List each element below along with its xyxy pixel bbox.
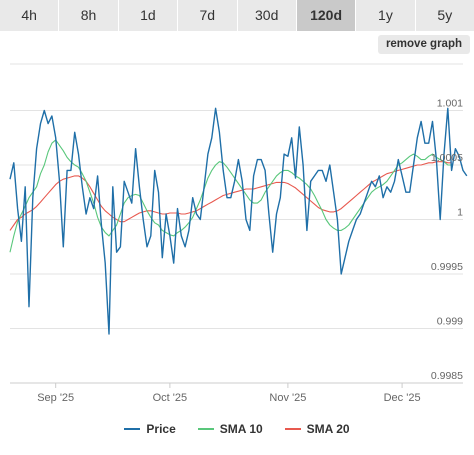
x-tick-label: Sep '25 — [37, 392, 74, 404]
tab-8h[interactable]: 8h — [59, 0, 119, 31]
tab-1d[interactable]: 1d — [118, 0, 179, 31]
legend-item-sma20[interactable]: SMA 20 — [284, 422, 350, 436]
legend-item-sma10[interactable]: SMA 10 — [197, 422, 263, 436]
y-tick-label: 1.001 — [437, 98, 463, 110]
y-tick-label: 0.999 — [437, 316, 463, 328]
y-axis-tick-labels: 0.9985 0.999 0.9995 1 1.0005 1.001 — [431, 98, 463, 383]
y-tick-label: 0.9985 — [431, 370, 463, 382]
x-tick-label: Dec '25 — [384, 392, 421, 404]
timeframe-tabs: 4h 8h 1d 7d 30d 120d 1y 5y — [0, 0, 474, 31]
legend-swatch-sma10 — [197, 428, 214, 430]
tab-5y[interactable]: 5y — [415, 0, 474, 31]
grid-lines — [10, 63, 463, 384]
x-axis-tick-labels: Sep '25 Oct '25 Nov '25 Dec '25 — [37, 383, 421, 404]
legend-label-price: Price — [146, 422, 176, 436]
tab-4h[interactable]: 4h — [0, 0, 60, 31]
legend-item-price[interactable]: Price — [124, 422, 176, 436]
y-tick-label: 0.9995 — [431, 261, 463, 273]
legend-swatch-sma20 — [284, 428, 301, 430]
x-tick-label: Oct '25 — [153, 392, 188, 404]
tab-120d[interactable]: 120d — [296, 0, 357, 31]
tab-7d[interactable]: 7d — [178, 0, 238, 31]
price-chart: 0.9985 0.999 0.9995 1 1.0005 1.001 Sep '25 Oct… — [9, 63, 468, 404]
tab-1y[interactable]: 1y — [356, 0, 416, 31]
legend-label-sma20: SMA 20 — [306, 422, 350, 436]
legend-label-sma10: SMA 10 — [219, 422, 263, 436]
tab-30d[interactable]: 30d — [237, 0, 297, 31]
legend-swatch-price — [124, 428, 141, 430]
series-line-sma10 — [9, 139, 452, 253]
remove-graph-button[interactable]: remove graph — [377, 35, 470, 54]
series-lines — [9, 107, 468, 335]
x-tick-label: Nov '25 — [269, 392, 306, 404]
y-tick-label: 1.0005 — [431, 152, 463, 164]
legend: Price SMA 10 SMA 20 — [0, 420, 474, 438]
series-line-price — [9, 107, 468, 335]
y-tick-label: 1 — [457, 207, 463, 219]
